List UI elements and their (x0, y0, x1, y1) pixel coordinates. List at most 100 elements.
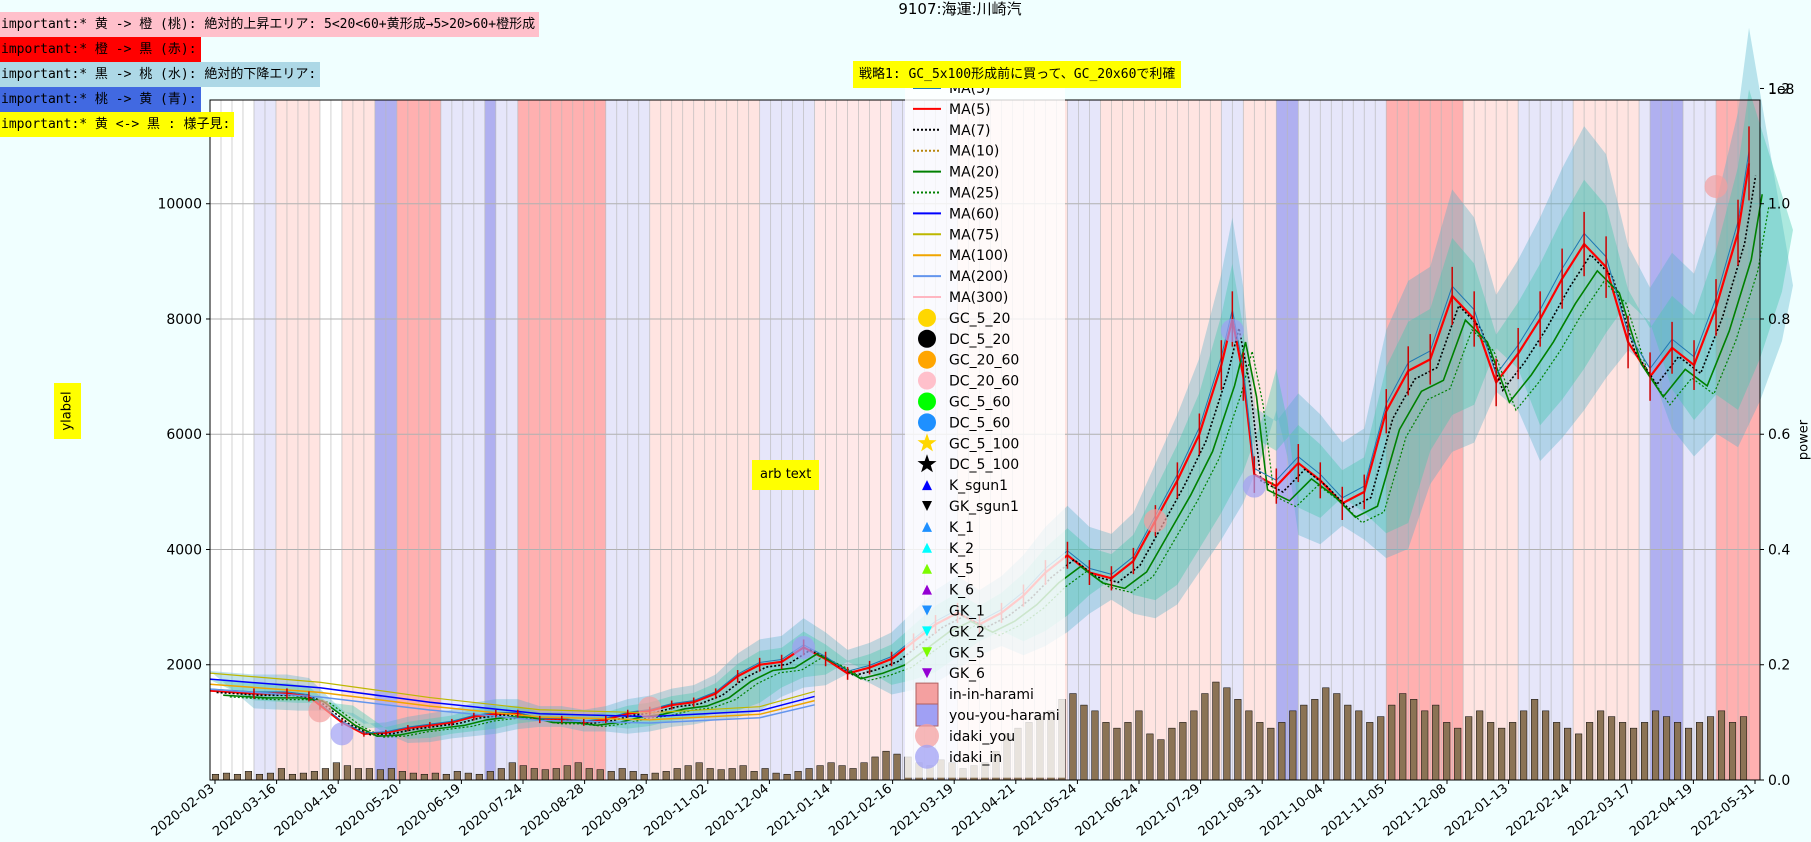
y-tick-label: 10000 (157, 197, 202, 213)
volume-bar (1520, 710, 1528, 781)
y2-tick-label: 0.2 (1768, 658, 1790, 674)
volume-bar (1212, 681, 1220, 781)
volume-bar (1113, 727, 1121, 781)
volume-bar (1157, 739, 1165, 781)
strategy-annotation: 戦略1: GC_5x100形成前に買って、GC_20x60で利確 (853, 61, 1182, 88)
legend-swatch (917, 454, 937, 473)
signal-band (1463, 100, 1519, 780)
signal-band (1683, 100, 1717, 780)
volume-bar (1739, 716, 1748, 781)
y2-tick-label: 0.8 (1768, 312, 1790, 328)
note-5: important:* 黄 <-> 黒 : 様子見: (0, 112, 235, 137)
note-4: important:* 桃 -> 黄 (青): (0, 87, 201, 112)
volume-bar (1630, 727, 1638, 781)
volume-bar (1091, 710, 1099, 781)
volume-bar (398, 771, 406, 781)
legend-label: MA(60) (949, 206, 999, 222)
volume-bar (266, 772, 275, 781)
volume-bar (244, 771, 253, 781)
signal-band (1243, 100, 1277, 780)
x-tick-label: 2021-04-21 (949, 781, 1018, 839)
volume-bar (1717, 710, 1726, 781)
volume-bar (838, 765, 846, 781)
volume-bar (233, 773, 242, 781)
volume-bar (354, 768, 362, 781)
volume-bar (1641, 722, 1649, 781)
ma75-line (209, 672, 815, 714)
volume-bar (1476, 710, 1484, 781)
idaki-marker (308, 699, 332, 723)
volume-bar (420, 773, 428, 781)
legend-label: K_2 (949, 541, 974, 557)
signal-band (484, 100, 496, 780)
volume-bar (519, 765, 527, 781)
legend-label: idaki_you (949, 729, 1015, 745)
legend-swatch (915, 682, 939, 706)
legend-label: GK_6 (949, 666, 985, 682)
volume-bar (1695, 722, 1704, 781)
legend-label: GC_20_60 (949, 353, 1019, 369)
volume-bar (827, 762, 835, 781)
volume-bar (1355, 710, 1363, 781)
volume-bar (1663, 716, 1671, 781)
volume-bar (816, 765, 824, 781)
volume-bar (750, 771, 758, 781)
signal-band (341, 100, 375, 780)
chart-title: 9107:海運:川崎汽 (898, 0, 1022, 18)
idaki-marker (330, 722, 354, 746)
legend-label: GK_sgun1 (949, 499, 1019, 515)
volume-bar (585, 768, 593, 781)
legend-swatch (922, 668, 932, 679)
volume-bar (574, 762, 582, 781)
volume-bar (651, 772, 659, 781)
volume-bar (805, 768, 813, 781)
volume-bar (255, 773, 264, 781)
volume-bar (849, 768, 857, 781)
volume-bar (563, 765, 571, 781)
y-tick-label: 8000 (166, 312, 202, 328)
legend-swatch (915, 744, 939, 769)
volume-bar (1421, 710, 1429, 781)
legend-swatch (922, 584, 932, 595)
volume-bar (222, 772, 231, 781)
x-tick-label: 2020-07-24 (457, 781, 526, 839)
legend-label: GC_5_100 (949, 436, 1019, 452)
volume-bar (871, 756, 879, 781)
volume-bar (486, 771, 494, 781)
volume-bar (376, 769, 384, 781)
idaki-marker (1704, 174, 1728, 198)
volume-bar (893, 753, 901, 781)
signal-band (1639, 100, 1651, 780)
volume-bar (475, 773, 483, 781)
legend-swatch (922, 626, 932, 637)
legend-swatch (922, 605, 932, 616)
volume-bar (1564, 727, 1572, 781)
volume-bar (1443, 722, 1451, 781)
signal-band (814, 100, 892, 780)
x-tick-label: 2022-05-31 (1689, 781, 1758, 839)
x-tick-label: 2021-03-19 (888, 781, 957, 839)
x-tick-label: 2022-03-17 (1565, 781, 1634, 839)
volume-bar (728, 768, 736, 781)
volume-bar (1311, 699, 1319, 781)
legend-label: MA(300) (949, 290, 1008, 306)
legend-label: MA(7) (949, 123, 991, 139)
volume-bar (673, 768, 681, 781)
volume-bar (464, 772, 472, 781)
volume-bar (629, 771, 637, 781)
volume-bar (442, 773, 450, 781)
legend-swatch (922, 542, 932, 553)
x-tick-label: 2020-03-16 (210, 781, 279, 839)
legend: MA(3)MA(5)MA(7)MA(10)MA(20)MA(25)MA(60)M… (905, 81, 1065, 778)
legend-swatch (915, 723, 939, 748)
legend-swatch (918, 371, 936, 390)
idaki-marker (638, 696, 662, 720)
note-2: important:* 橙 -> 黒 (赤): (0, 37, 201, 62)
volume-bar (1684, 727, 1693, 781)
volume-bar (882, 750, 890, 781)
legend-label: MA(10) (949, 144, 999, 160)
volume-bar (1531, 699, 1539, 781)
volume-bar (1377, 716, 1385, 781)
y2-tick-label: 0.0 (1768, 773, 1790, 789)
idaki-marker (1220, 319, 1244, 343)
